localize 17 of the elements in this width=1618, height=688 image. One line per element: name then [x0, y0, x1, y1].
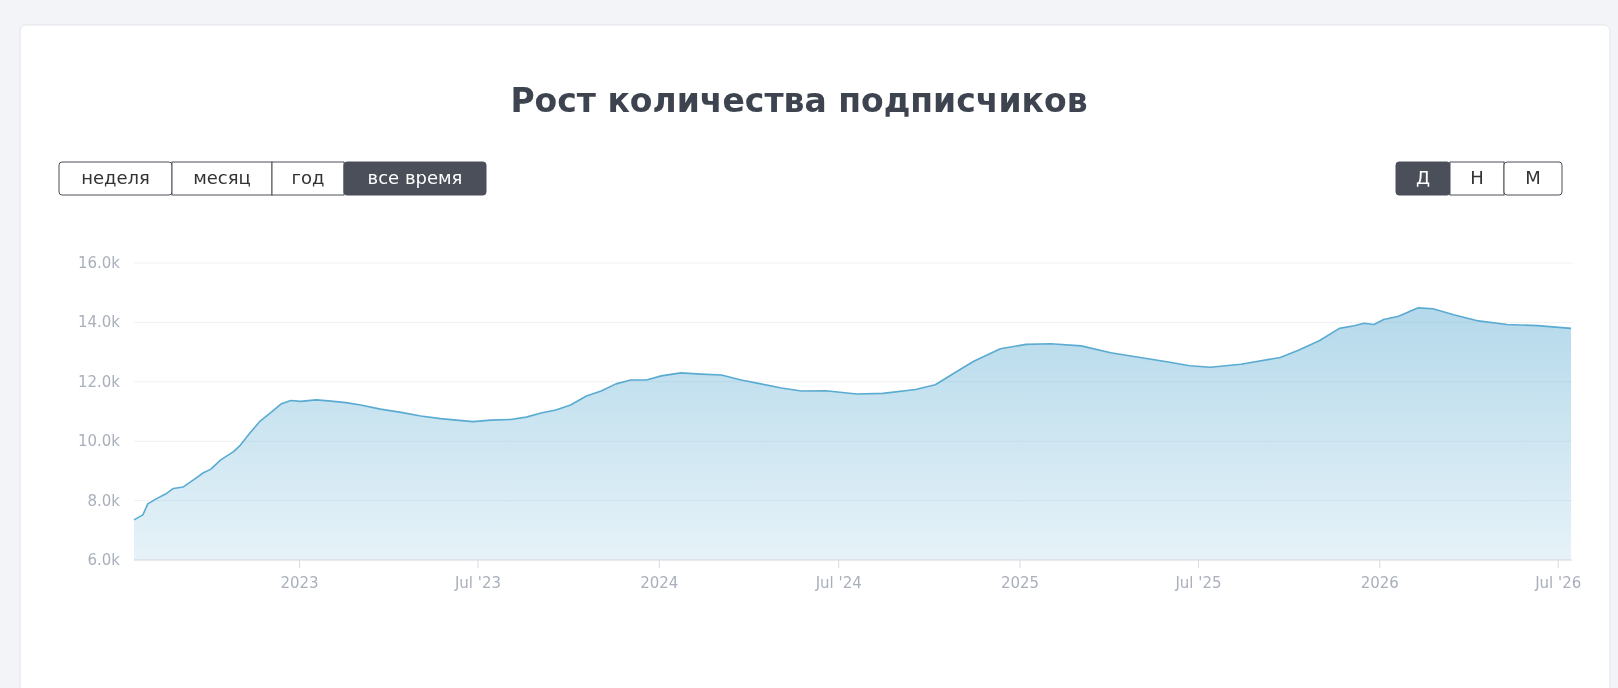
- x-tick-label: 2024: [640, 574, 679, 592]
- y-tick-label: 8.0k: [87, 491, 121, 510]
- y-tick-label: 10.0k: [77, 432, 121, 451]
- chart-title: Рост количества подписчиков: [510, 81, 1088, 120]
- x-tick-label: Jul '26: [1534, 574, 1582, 592]
- x-tick-label: 2026: [1360, 574, 1399, 592]
- y-tick-label: 12.0k: [77, 372, 121, 391]
- y-tick-label: 14.0k: [77, 313, 121, 332]
- y-tick-label: 16.0k: [77, 254, 121, 272]
- x-tick-label: 2025: [1000, 574, 1040, 592]
- x-tick-label: 2023: [280, 574, 319, 592]
- x-tick-label: Jul '24: [814, 574, 862, 592]
- period-toggle: неделя месяц год все время: [58, 161, 487, 196]
- y-tick-label: 6.0k: [87, 551, 121, 569]
- interval-toggle: Д Н М: [1395, 161, 1563, 196]
- x-tick-label: Jul '25: [1174, 574, 1222, 592]
- x-tick-label: Jul '23: [453, 574, 502, 592]
